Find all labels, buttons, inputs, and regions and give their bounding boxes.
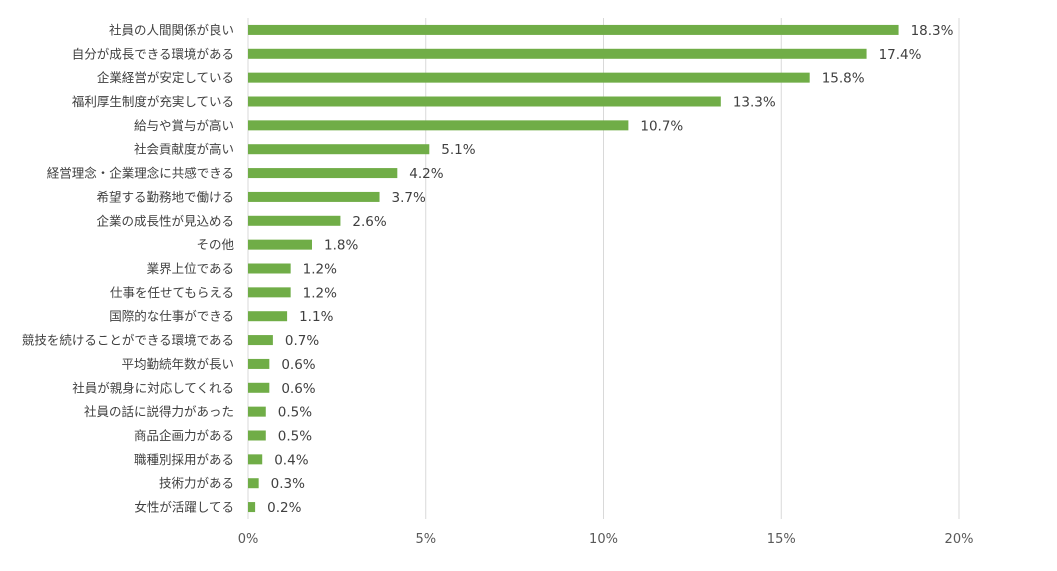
bar: [248, 72, 810, 83]
bar: [248, 311, 288, 322]
category-label: 社員の人間関係が良い: [109, 22, 234, 37]
data-label: 0.7%: [285, 333, 319, 349]
category-label: 福利厚生制度が充実している: [72, 94, 234, 109]
data-label: 0.5%: [278, 405, 312, 421]
data-label: 1.2%: [303, 262, 337, 278]
category-label: 自分が成長できる環境がある: [72, 46, 234, 61]
category-label: 国際的な仕事ができる: [109, 309, 234, 324]
category-labels: 社員の人間関係が良い自分が成長できる環境がある企業経営が安定している福利厚生制度…: [22, 22, 235, 514]
bar: [248, 287, 291, 298]
bar: [248, 454, 263, 465]
data-label: 5.1%: [441, 142, 475, 158]
category-label: 企業経営が安定している: [97, 70, 234, 85]
data-label: 13.3%: [733, 95, 776, 111]
bar: [248, 263, 291, 274]
data-label: 0.3%: [271, 476, 305, 492]
category-label: 女性が活躍してる: [134, 500, 234, 515]
data-label: 1.1%: [299, 309, 333, 325]
gridlines: [247, 18, 960, 519]
category-label: 技術力がある: [159, 476, 234, 491]
x-tick-label: 15%: [767, 532, 796, 547]
category-label: 職種別採用がある: [134, 452, 234, 467]
category-label: 社会貢献度が高い: [134, 142, 234, 157]
bar: [248, 406, 266, 417]
bar: [248, 191, 380, 202]
data-label: 17.4%: [879, 47, 922, 63]
bar: [248, 168, 398, 179]
bar: [248, 335, 273, 346]
bars: [248, 24, 899, 513]
category-label: 平均勤続年数が長い: [121, 356, 234, 371]
data-label: 0.2%: [267, 500, 301, 516]
data-label: 10.7%: [640, 118, 683, 134]
category-label: 社員が親身に対応してくれる: [72, 380, 234, 395]
category-label: 経営理念・企業理念に共感できる: [47, 166, 234, 181]
data-label: 18.3%: [911, 23, 954, 39]
x-tick-label: 20%: [945, 532, 974, 547]
data-label: 1.2%: [303, 285, 337, 301]
category-label: 商品企画力がある: [134, 428, 234, 443]
data-label: 0.5%: [278, 429, 312, 445]
bar: [248, 48, 867, 59]
x-axis-tick-labels: 0% 5% 10% 15% 20%: [238, 532, 974, 547]
bar: [248, 144, 430, 155]
x-tick-label: 0%: [238, 532, 259, 547]
data-label: 15.8%: [822, 71, 865, 87]
bar: [248, 96, 721, 107]
bar: [248, 215, 341, 226]
bar: [248, 358, 270, 369]
category-label: 企業の成長性が見込める: [96, 213, 234, 228]
data-label: 0.6%: [281, 357, 315, 373]
x-tick-label: 10%: [589, 532, 618, 547]
category-label: 競技を続けることができる環境である: [22, 333, 234, 348]
category-label: 給与や賞与が高い: [134, 118, 234, 133]
bar: [248, 239, 312, 250]
data-label: 0.4%: [274, 452, 308, 468]
data-label: 4.2%: [409, 166, 443, 182]
bar: [248, 478, 259, 489]
data-label: 2.6%: [352, 214, 386, 230]
data-label: 0.6%: [281, 381, 315, 397]
category-label: 希望する勤務地で働ける: [96, 189, 234, 204]
category-label: 仕事を任せてもらえる: [110, 285, 234, 300]
bar: [248, 502, 256, 513]
x-tick-label: 5%: [415, 532, 436, 547]
bar: [248, 120, 629, 131]
data-label: 1.8%: [324, 238, 358, 254]
bar: [248, 24, 899, 35]
bar: [248, 382, 270, 393]
data-label: 3.7%: [392, 190, 426, 206]
category-label: その他: [196, 237, 234, 252]
category-label: 社員の話に説得力があった: [84, 404, 234, 419]
bar: [248, 430, 266, 441]
value-labels: 18.3% 17.4% 15.8% 13.3% 10.7% 5.1% 4.2% 3.7% 2.6…: [267, 23, 954, 516]
category-label: 業界上位である: [147, 261, 234, 276]
